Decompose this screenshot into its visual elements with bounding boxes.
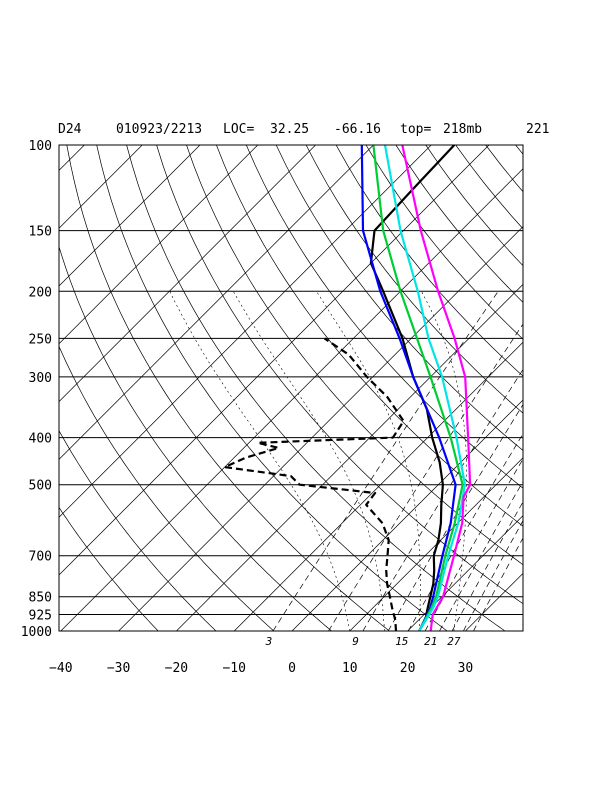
dry-adiabat-line xyxy=(66,145,390,631)
pressure-tick-label: 850 xyxy=(29,591,52,606)
profile-magenta xyxy=(401,145,472,631)
code-value: 221 xyxy=(526,122,549,137)
temperature-tick-label: 30 xyxy=(458,661,474,676)
isotherm-line xyxy=(59,145,143,229)
isotherm-line xyxy=(59,145,316,403)
dry-adiabat-line xyxy=(395,145,523,303)
isotherm-line xyxy=(60,168,523,631)
isotherm-line xyxy=(59,145,490,576)
temperature-tick-label: 0 xyxy=(288,661,296,676)
latitude-value: 32.25 xyxy=(270,122,309,137)
datetime-label: 010923/2213 xyxy=(116,122,202,137)
dry-adiabat-line xyxy=(546,145,612,631)
profile-green xyxy=(372,145,464,631)
mixing-ratio-label: 3 xyxy=(265,635,273,648)
moist-adiabat-line xyxy=(421,291,467,631)
dry-adiabat-line xyxy=(245,145,523,489)
temperature-tick-label: −40 xyxy=(49,661,72,676)
mixing-ratio-line xyxy=(328,323,523,631)
temperature-tick-label: −20 xyxy=(165,661,188,676)
top-label: top= xyxy=(400,122,431,137)
isotherm-line xyxy=(465,572,523,631)
isotherm-line xyxy=(118,226,523,631)
dry-adiabat-line xyxy=(156,145,523,605)
dry-adiabat-line xyxy=(59,245,332,631)
longitude-value: -66.16 xyxy=(334,122,381,137)
mixing-ratio-label: 21 xyxy=(424,635,437,648)
pressure-tick-label: 300 xyxy=(29,371,52,386)
profile-lines xyxy=(223,145,472,631)
pressure-tick-label: 400 xyxy=(29,432,52,447)
mixing-ratio-label: 15 xyxy=(395,635,408,648)
dry-adiabat-line xyxy=(575,145,612,631)
station-id: D24 xyxy=(58,122,82,137)
mixing-ratio-line xyxy=(362,368,523,631)
pressure-tick-label: 500 xyxy=(29,479,52,494)
mixing-ratio-line xyxy=(439,480,523,631)
dry-adiabat-line xyxy=(365,145,523,340)
dry-adiabat-line xyxy=(96,145,448,631)
background-lines xyxy=(0,145,612,631)
pressure-tick-label: 250 xyxy=(29,332,52,347)
mixing-ratio-line xyxy=(272,291,499,631)
profile-blue xyxy=(360,145,457,631)
temperature-tick-label: −10 xyxy=(222,661,245,676)
dry-adiabat-line xyxy=(515,145,523,155)
isotherm-line xyxy=(59,145,201,287)
isotherm-line xyxy=(59,145,432,518)
temperature-axis-labels: −40 −30 −20 −10 0 10 20 30 xyxy=(49,661,473,676)
dry-adiabat-line xyxy=(305,145,523,414)
isotherm-line xyxy=(581,145,612,631)
mixing-ratio-label: 27 xyxy=(447,635,461,648)
isotherm-line xyxy=(407,515,523,631)
mixing-ratio-label: 9 xyxy=(352,635,359,648)
moist-adiabat-line xyxy=(316,291,421,631)
pressure-tick-label: 100 xyxy=(29,139,52,154)
isotherm-line xyxy=(291,399,523,631)
top-value: 218mb xyxy=(443,122,482,137)
isotherm-line xyxy=(59,145,259,345)
mixing-ratio-line xyxy=(463,519,523,631)
isotherm-line xyxy=(233,341,523,631)
isotherm-line xyxy=(59,145,374,460)
isotherm-line xyxy=(349,457,523,631)
mixing-ratio-line xyxy=(473,537,523,631)
temperature-tick-label: 10 xyxy=(342,661,358,676)
profile-cyan xyxy=(383,145,466,631)
mixing-ratio-labels: 3 9 15 21 27 xyxy=(265,635,461,648)
temperature-tick-label: −30 xyxy=(107,661,130,676)
pressure-tick-label: 1000 xyxy=(21,625,52,640)
moist-adiabat-line xyxy=(169,291,351,631)
isotherm-line xyxy=(176,283,523,631)
temperature-tick-label: 20 xyxy=(400,661,416,676)
mixing-ratio-line xyxy=(407,433,523,631)
dry-adiabat-line xyxy=(485,145,523,193)
loc-label: LOC= xyxy=(223,122,254,137)
pressure-tick-label: 700 xyxy=(29,550,52,565)
pressure-tick-label: 150 xyxy=(29,225,52,240)
moist-adiabat-line xyxy=(233,291,385,631)
profile-black-dashed xyxy=(223,337,405,631)
plot-frame xyxy=(58,144,524,632)
pressure-tick-label: 200 xyxy=(29,285,52,300)
pressure-tick-label: 925 xyxy=(29,609,52,624)
mixing-ratio-line xyxy=(451,501,523,631)
isotherm-line xyxy=(0,145,27,631)
mixing-ratio-line xyxy=(424,458,523,631)
isotherm-line xyxy=(522,630,523,631)
